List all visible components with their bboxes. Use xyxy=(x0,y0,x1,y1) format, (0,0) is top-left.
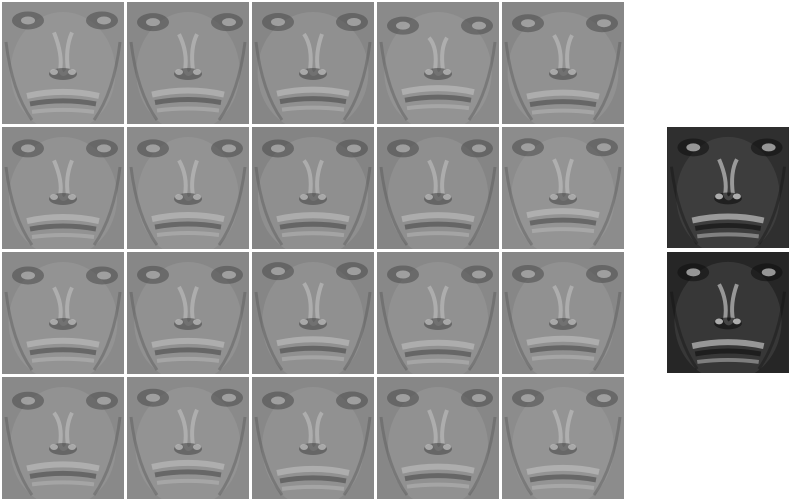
eigenface-tile xyxy=(502,127,624,249)
side-face-tile xyxy=(667,127,789,248)
eigenface-tile xyxy=(2,252,124,374)
eigenface-tile xyxy=(127,127,249,249)
eigenface-tile xyxy=(2,2,124,124)
eigenface-tile xyxy=(377,2,499,124)
eigenface-tile xyxy=(127,377,249,499)
eigenface-tile xyxy=(252,377,374,499)
eigenface-tile xyxy=(127,252,249,374)
side-face-column xyxy=(667,127,789,377)
eigenface-tile xyxy=(2,127,124,249)
eigenface-tile xyxy=(502,2,624,124)
eigenface-tile xyxy=(252,252,374,374)
eigenface-grid xyxy=(2,2,624,499)
eigenface-tile xyxy=(502,252,624,374)
eigenface-tile xyxy=(127,2,249,124)
eigenface-tile xyxy=(377,252,499,374)
eigenface-tile xyxy=(377,377,499,499)
eigenface-tile xyxy=(377,127,499,249)
eigenface-tile xyxy=(2,377,124,499)
eigenface-tile xyxy=(252,2,374,124)
eigenface-tile xyxy=(252,127,374,249)
side-face-tile xyxy=(667,252,789,373)
eigenface-tile xyxy=(502,377,624,499)
